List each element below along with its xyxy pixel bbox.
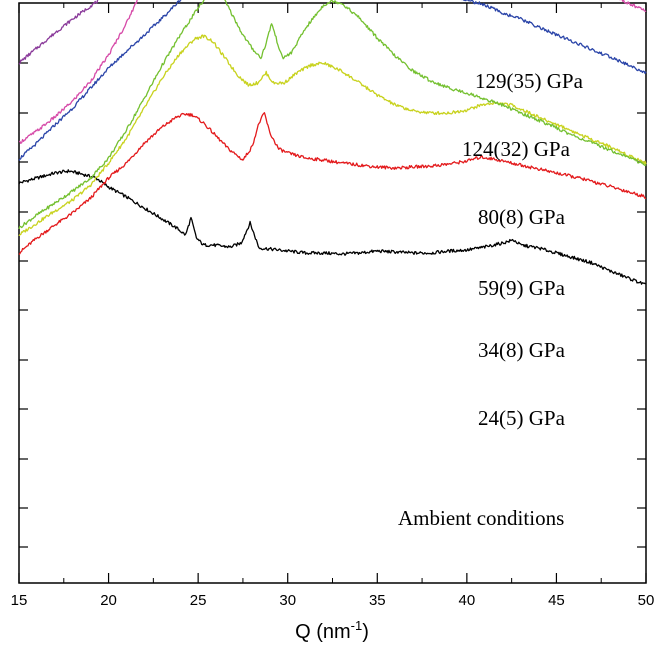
x-tick-label: 15 bbox=[11, 592, 28, 609]
x-tick-label: 35 bbox=[369, 592, 386, 609]
x-tick-label: 20 bbox=[100, 592, 117, 609]
series-labels: 129(35) GPa 124(32) GPa 80(8) GPa 59(9) GPa… bbox=[398, 69, 584, 530]
series-label: 59(9) GPa bbox=[478, 276, 566, 300]
series-line bbox=[18, 169, 647, 285]
x-axis-title: Q (nm-1) bbox=[295, 618, 369, 643]
x-tick-label: 40 bbox=[459, 592, 476, 609]
series-line bbox=[18, 0, 647, 161]
series-line bbox=[18, 34, 647, 237]
x-tick-label: 30 bbox=[279, 592, 296, 609]
series-label: Ambient conditions bbox=[398, 506, 564, 530]
axis-ticks bbox=[18, 3, 647, 583]
x-tick-label: 25 bbox=[190, 592, 207, 609]
series-label: 124(32) GPa bbox=[462, 137, 571, 161]
x-tick-label: 45 bbox=[548, 592, 565, 609]
x-axis-title-close: ) bbox=[362, 621, 369, 643]
x-tick-label: 50 bbox=[638, 592, 655, 609]
series-label: 34(8) GPa bbox=[478, 338, 566, 362]
series-label: 80(8) GPa bbox=[478, 205, 566, 229]
series-line bbox=[18, 112, 647, 255]
x-axis-title-base: Q (nm bbox=[295, 621, 351, 643]
x-axis-title-exponent: -1 bbox=[351, 618, 363, 633]
series-label: 24(5) GPa bbox=[478, 406, 566, 430]
series-group bbox=[18, 0, 647, 285]
series-label: 129(35) GPa bbox=[475, 69, 584, 93]
series-line bbox=[18, 0, 99, 65]
series-line bbox=[18, 0, 647, 230]
series-line bbox=[18, 0, 647, 144]
x-tick-labels: 15 20 25 30 35 40 45 50 bbox=[11, 592, 655, 609]
